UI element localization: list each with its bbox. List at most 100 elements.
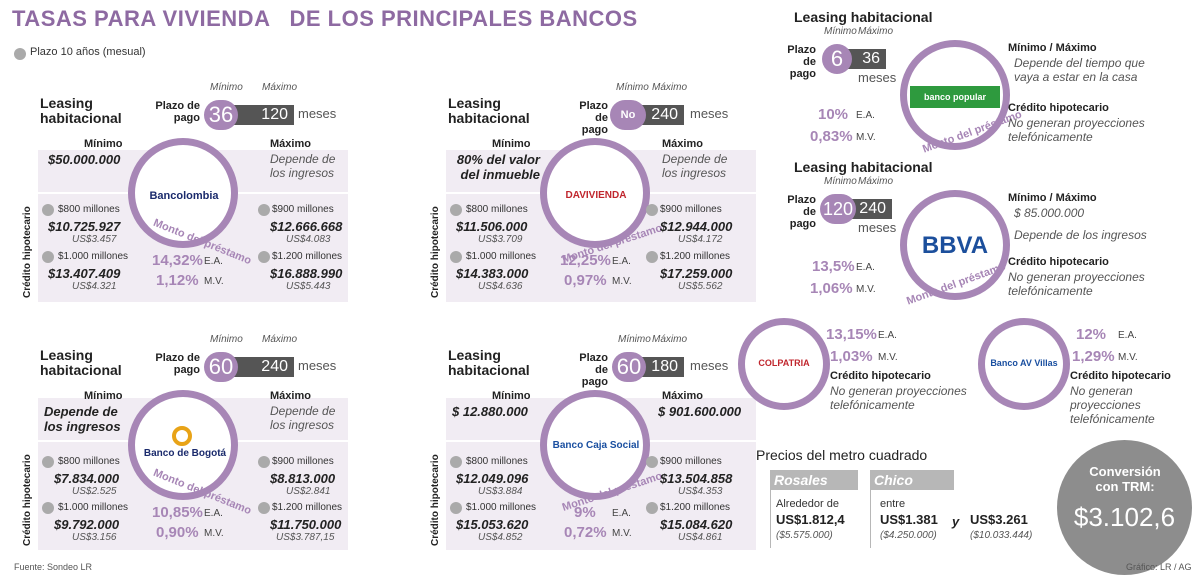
min-label: Mínimo — [210, 82, 243, 93]
v1200: $11.750.000 — [270, 517, 342, 532]
max-label: Máximo — [652, 82, 688, 93]
plazo-min: No hay — [610, 100, 646, 151]
plazo-label: Plazo de pago — [579, 100, 608, 136]
u900: US$4.172 — [678, 234, 723, 245]
rosales-header: Rosales — [770, 470, 858, 490]
plazo-max: 240 — [222, 357, 294, 377]
mv-unit: M.V. — [612, 276, 632, 287]
u800: US$3.884 — [478, 486, 523, 497]
source-note: Fuente: Sondeo LR — [14, 562, 93, 572]
popular-logo: banco popular — [910, 86, 1000, 108]
maximo-label: Máximo — [270, 390, 311, 402]
bank-circle — [540, 390, 650, 500]
plazo-max: 36 — [846, 49, 886, 69]
m800-label: $800 millones — [466, 204, 528, 215]
minmax-value-1: $ 85.000.000 — [1014, 206, 1085, 220]
plazo-label: Plazo de pago — [787, 194, 816, 230]
rate-mv: 1,03% — [830, 348, 873, 365]
plazo-min: 60 — [612, 352, 646, 382]
plazo-min: 120 — [820, 194, 856, 224]
minmax-label: Mínimo / Máximo — [1008, 42, 1097, 54]
min-label: Mínimo — [824, 26, 857, 37]
credito-label: Crédito hipotecario — [22, 454, 33, 546]
bank-circle — [540, 138, 650, 248]
panel-bogota: Leasing habitacional Plazo de pago Mínim… — [0, 334, 360, 556]
max-label: Máximo — [858, 176, 894, 187]
plazo-max: 240 — [846, 199, 892, 219]
rate-ea: 12,25% — [560, 252, 611, 269]
rosales-pre: Alrededor de — [776, 498, 839, 510]
credito-label: Crédito hipotecario — [430, 454, 441, 546]
maximo-value: $ 901.600.000 — [658, 404, 742, 419]
m1200-label: $1.200 millones — [660, 251, 731, 262]
v900: $8.813.000 — [270, 471, 336, 486]
max-label: Máximo — [652, 334, 688, 345]
mv-unit: M.V. — [856, 284, 876, 295]
dot-icon — [450, 502, 462, 514]
v1200: $17.259.000 — [660, 266, 733, 281]
u1000: US$4.636 — [478, 281, 523, 292]
divider — [770, 490, 771, 548]
credito-label: Crédito hipotecario — [1008, 102, 1109, 114]
rate-ea: 9% — [574, 504, 596, 521]
m800-label: $800 millones — [58, 204, 120, 215]
minimo-value: 80% del valor del inmueble — [456, 152, 540, 182]
avvillas-logo: Banco AV Villas — [990, 358, 1058, 368]
minimo-label: Mínimo — [84, 138, 123, 150]
v1200: $15.084.620 — [660, 517, 733, 532]
plazo-label: Plazo de pago — [579, 352, 608, 388]
dot-icon — [258, 502, 270, 514]
maximo-label: Máximo — [662, 390, 703, 402]
max-label: Máximo — [262, 82, 298, 93]
u1000: US$4.852 — [478, 532, 523, 543]
rate-ea: 10% — [818, 106, 849, 123]
panel-popular: Leasing habitacional Plazo de pago Mínim… — [770, 8, 1200, 158]
meses-label: meses — [858, 220, 897, 235]
plazo-max: 120 — [222, 105, 294, 125]
v900: $12.666.668 — [270, 219, 343, 234]
dot-icon — [450, 204, 462, 216]
rate-ea: 12% — [1076, 326, 1107, 343]
u900: US$4.353 — [678, 486, 723, 497]
v1000: $15.053.620 — [456, 517, 529, 532]
dot-icon — [450, 251, 462, 263]
plazo-min: 6 — [822, 44, 852, 74]
maximo-value: Depende de los ingresos — [270, 152, 336, 180]
max-label: Máximo — [858, 26, 894, 37]
mv-unit: M.V. — [612, 528, 632, 539]
ea-unit: E.A. — [856, 110, 875, 121]
leasing-label: Leasing habitacional — [40, 95, 122, 126]
dot-icon — [42, 456, 54, 468]
chico-usd1: US$1.381 — [880, 512, 938, 527]
ea-unit: E.A. — [612, 256, 631, 267]
v800: $12.049.096 — [456, 471, 529, 486]
minimo-label: Mínimo — [492, 138, 531, 150]
v800: $11.506.000 — [456, 219, 528, 234]
v1000: $9.792.000 — [54, 517, 120, 532]
rate-mv: 1,12% — [156, 272, 199, 289]
chico-block: Chico entre US$1.381 y US$3.261 ($4.250.… — [870, 470, 1050, 548]
ea-unit: E.A. — [856, 262, 875, 273]
rosales-cop: ($5.575.000) — [776, 530, 833, 541]
u1200: US$5.443 — [286, 281, 331, 292]
rate-mv: 1,29% — [1072, 348, 1115, 365]
bank-circle — [128, 138, 238, 248]
chico-cop2: ($10.033.444) — [970, 530, 1033, 541]
dot-icon — [42, 502, 54, 514]
credito-label: Crédito hipotecario — [22, 206, 33, 298]
legend-text: Plazo 10 años (mesual) — [30, 46, 146, 58]
dot-icon — [258, 204, 270, 216]
rate-ea: 10,85% — [152, 504, 203, 521]
rate-mv: 0,83% — [810, 128, 853, 145]
maximo-label: Máximo — [270, 138, 311, 150]
panel-bancolombia: Leasing habitacional Plazo de pago Mínim… — [0, 82, 360, 308]
m1200-label: $1.200 millones — [272, 502, 343, 513]
bogota-logo-icon — [172, 426, 192, 446]
ea-unit: E.A. — [204, 508, 223, 519]
precios-title: Precios del metro cuadrado — [756, 447, 928, 463]
bank-circle — [900, 190, 1010, 300]
plazo-label: Plazo de pago — [155, 100, 200, 124]
dot-icon — [450, 456, 462, 468]
min-label: Mínimo — [824, 176, 857, 187]
mv-unit: M.V. — [204, 528, 224, 539]
